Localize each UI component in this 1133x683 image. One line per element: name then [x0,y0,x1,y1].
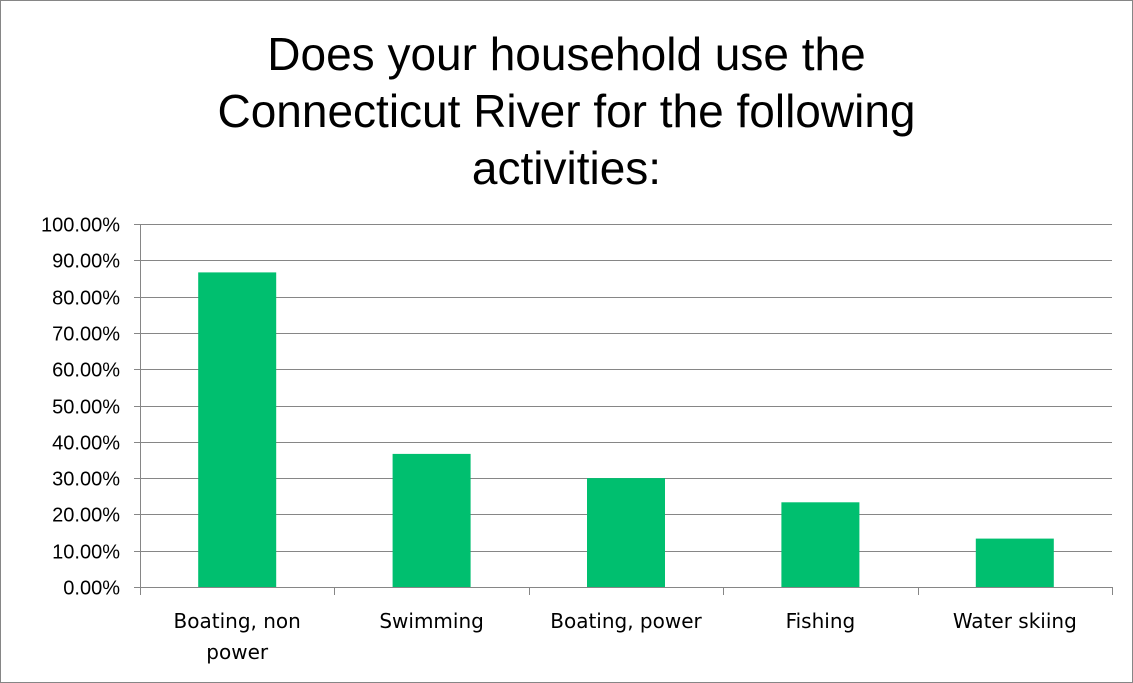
bar [392,453,471,587]
chart-title-line-1: Does your household use the [267,28,866,80]
y-tick-label: 60.00% [52,360,120,382]
x-tick-label: Swimming [379,609,484,633]
y-tick-label: 10.00% [52,542,120,564]
y-tick-label: 50.00% [52,397,120,419]
bars [198,272,1054,587]
x-tick-label: Boating, non [174,609,301,633]
x-tick-label: Fishing [786,609,856,633]
y-tick-label: 30.00% [52,469,120,491]
x-tick-label: power [206,640,269,664]
y-tick-label: 80.00% [52,288,120,310]
chart-title-line-2: Connecticut River for the following [217,85,916,137]
y-tick-label: 40.00% [52,433,120,455]
y-tick-label: 90.00% [52,251,120,273]
chart-title: Does your household use the Connecticut … [0,26,1133,197]
x-tick-label: Boating, power [550,609,702,633]
bar [198,272,277,587]
x-axis-tick-labels: Boating, non power Swimming Boating, power F… [174,609,1077,664]
y-tick-label: 70.00% [52,324,120,346]
y-tick-label: 0.00% [63,578,120,600]
y-tick-label: 20.00% [52,505,120,527]
bar [587,478,665,587]
y-axis-tick-labels: 0.00% 10.00% 20.00% 30.00% 40.00% 50.00% 60.00… [41,215,120,600]
x-tick-label: Water skiing [953,609,1077,633]
axes [134,224,1113,595]
bar [781,502,860,587]
y-tick-label: 100.00% [41,215,120,237]
bar [975,538,1054,587]
chart-title-line-3: activities: [471,142,662,194]
